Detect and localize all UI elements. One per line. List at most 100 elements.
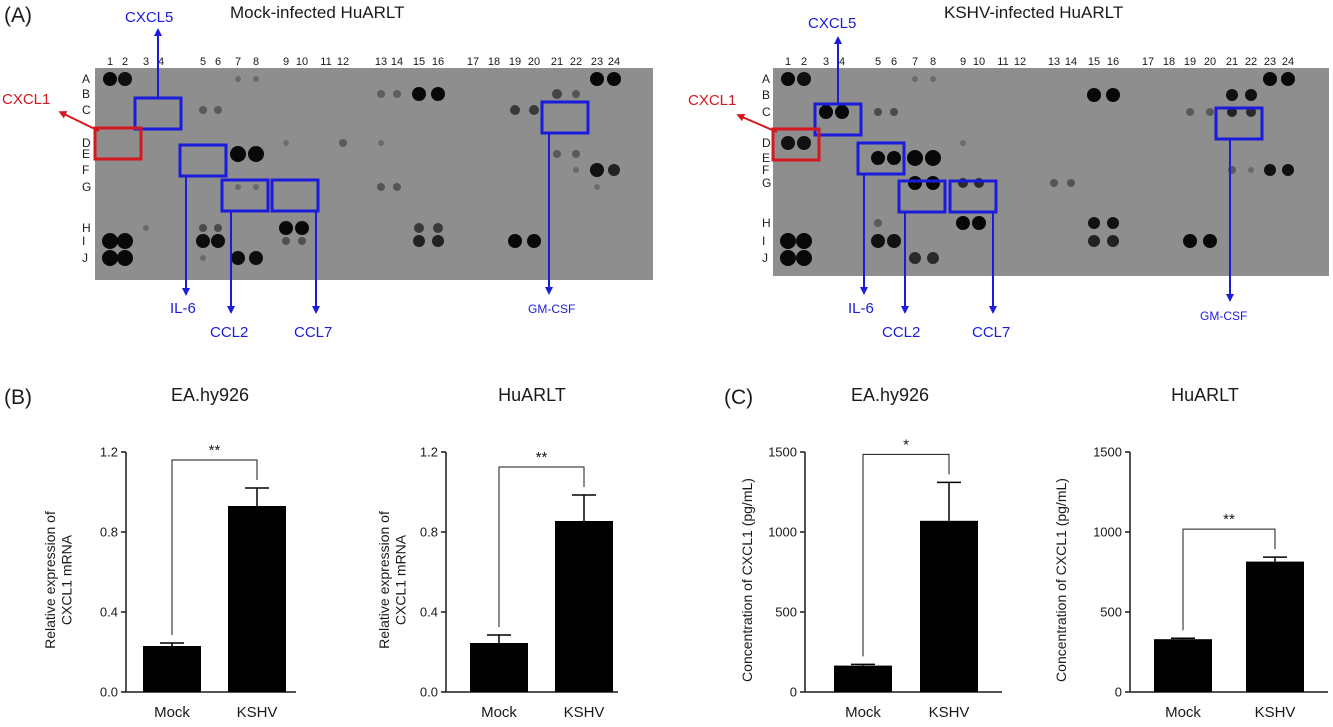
array-spot: [393, 90, 401, 98]
array-spot: [253, 184, 259, 190]
array-column-number: 22: [1245, 56, 1257, 68]
array-spot: [103, 72, 117, 86]
y-tick-label: 1500: [1093, 445, 1122, 460]
y-tick-label: 500: [1100, 605, 1122, 620]
array-column-number: 16: [1107, 56, 1119, 68]
array-column-number: 20: [1204, 56, 1216, 68]
array-spot: [1186, 108, 1194, 116]
gmcsf-box: [540, 100, 590, 135]
bar-chart-c-eahy926: EA.hy926 0 500 1000 1500 Concentration of CXC…: [739, 385, 1002, 721]
array-row-letter: B: [762, 88, 770, 102]
array-column-number: 16: [432, 56, 444, 68]
array-row-letter: E: [82, 147, 90, 161]
array-spot: [594, 184, 600, 190]
array-spot: [1087, 88, 1101, 102]
array-column-number: 19: [509, 56, 521, 68]
chart-title: HuARLT: [498, 385, 566, 405]
array-column-number: 10: [973, 56, 985, 68]
array-spot: [199, 224, 207, 232]
array-row-letter: C: [82, 103, 91, 117]
significance-bracket: [1182, 528, 1276, 631]
bar-mock: [1154, 639, 1212, 692]
array-row-letter: H: [82, 221, 91, 235]
array-spot: [1088, 235, 1100, 247]
array-column-number: 24: [608, 56, 620, 68]
il6-box: [856, 141, 906, 176]
y-tick-label: 0: [1115, 685, 1122, 700]
array-spot: [102, 250, 118, 266]
bar-mock: [834, 665, 892, 692]
array-column-number: 8: [930, 56, 936, 68]
array-spot: [972, 216, 986, 230]
bar-mock: [470, 643, 528, 692]
array-row-letter: A: [82, 72, 90, 86]
chart-title: EA.hy926: [171, 385, 249, 405]
cxcl1-box: [93, 126, 143, 161]
array-row-letter: G: [762, 176, 771, 190]
array-spot: [413, 235, 425, 247]
array-spot: [573, 167, 579, 173]
y-tick-label: 1500: [768, 445, 797, 460]
bar-chart-b-eahy926: EA.hy926 0.0 0.4 0.8 1.2 Relative expression …: [42, 385, 296, 721]
ccl7-label: CCL7: [294, 324, 332, 341]
il6-label: IL-6: [848, 300, 874, 317]
bar-chart-c-huarlt: HuARLT 0 500 1000 1500 Concentration of CXCL1…: [1053, 385, 1328, 721]
array-spot: [393, 183, 401, 191]
array-spot: [1050, 179, 1058, 187]
array-spot: [781, 136, 795, 150]
array-membrane: [773, 68, 1329, 276]
array-spot: [796, 233, 812, 249]
array-spot: [1088, 217, 1100, 229]
y-tick-label: 1000: [1093, 525, 1122, 540]
array-column-number: 10: [296, 56, 308, 68]
gmcsf-box: [1214, 106, 1264, 141]
array-column-number: 4: [158, 56, 164, 68]
array-column-number: 15: [1088, 56, 1100, 68]
array-row-letter: H: [762, 216, 771, 230]
array-spot: [377, 90, 385, 98]
x-tick-label: Mock: [481, 704, 517, 721]
y-tick-label: 0.8: [100, 525, 118, 540]
array-spot: [890, 108, 898, 116]
array-column-number: 6: [891, 56, 897, 68]
chart-title: EA.hy926: [851, 385, 929, 405]
array-spot: [235, 184, 241, 190]
array-spot: [214, 224, 222, 232]
array-spot: [298, 237, 306, 245]
cxcl1-label: CXCL1: [688, 92, 736, 109]
ccl7-label: CCL7: [972, 324, 1010, 341]
array-column-number: 21: [551, 56, 563, 68]
array-column-numbers: 1 2 3 4 5 6 7 8 9 10 11 12 13 14 15 16 17 18 19 20 21 22 23 24: [785, 56, 1294, 68]
array-spot: [1226, 89, 1238, 101]
array-spot: [527, 234, 541, 248]
array-spot: [1264, 164, 1276, 176]
array-row-letter: B: [82, 87, 90, 101]
array-spot: [835, 105, 849, 119]
y-tick-label: 0.8: [420, 525, 438, 540]
panel-label-a: (A): [4, 4, 32, 27]
array-column-number: 13: [375, 56, 387, 68]
cytokine-array-kshv: KSHV-infected HuARLT 1 2 3 4 5 6 7 8 9 10 11 12 13 14…: [688, 3, 1329, 341]
array-spot: [1248, 167, 1254, 173]
array-spot: [1107, 235, 1119, 247]
array-column-number: 5: [875, 56, 881, 68]
x-tick-label: Mock: [154, 704, 190, 721]
array-spot: [930, 76, 936, 82]
array-row-letter: D: [762, 136, 771, 150]
array-title: Mock-infected HuARLT: [230, 3, 404, 22]
significance-bracket: [498, 466, 585, 627]
array-spot: [909, 252, 921, 264]
array-column-number: 23: [591, 56, 603, 68]
array-spot: [143, 225, 149, 231]
array-column-number: 13: [1048, 56, 1060, 68]
significance-label: **: [1223, 511, 1235, 528]
array-column-number: 20: [528, 56, 540, 68]
array-row-letter: F: [762, 163, 769, 177]
array-row-letter: I: [82, 234, 85, 248]
array-spot: [283, 140, 289, 146]
array-column-number: 9: [283, 56, 289, 68]
array-column-number: 12: [1014, 56, 1026, 68]
bar-kshv: [1246, 561, 1304, 692]
array-spot: [253, 76, 259, 82]
